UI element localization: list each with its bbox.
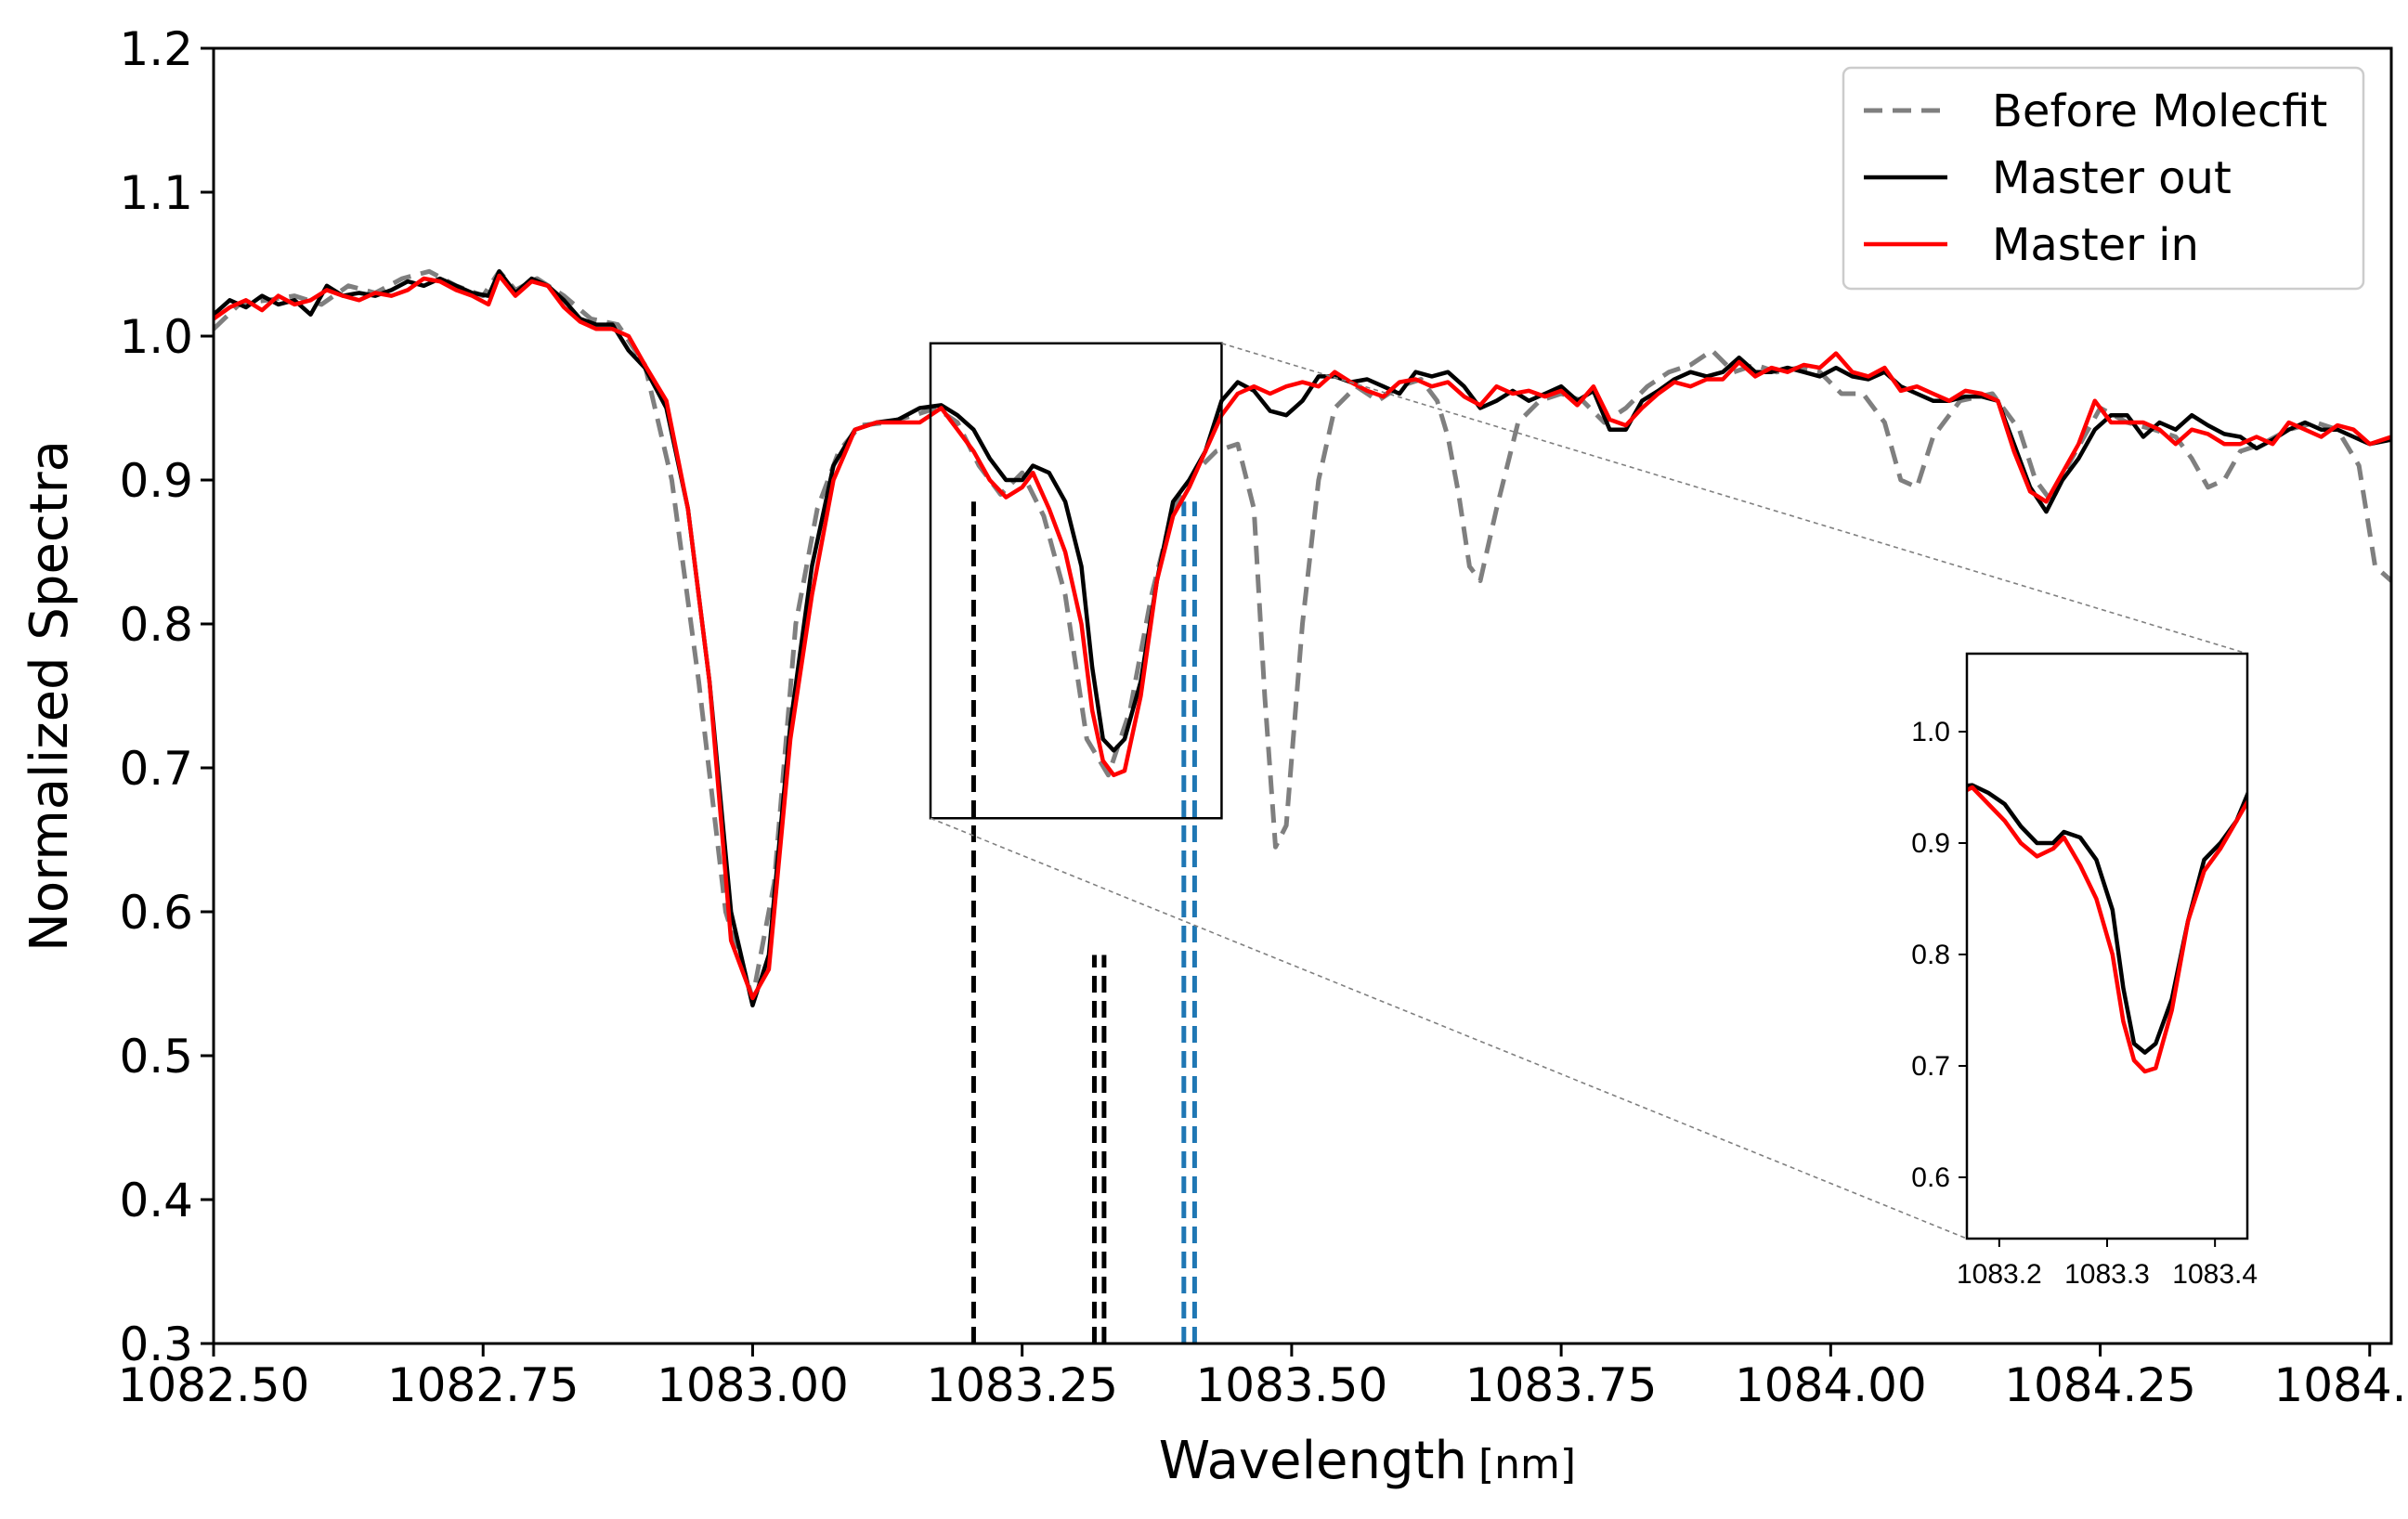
x-tick-label: 1083.25 <box>926 1358 1118 1412</box>
inset-y-tick-label: 1.0 <box>1911 717 1950 747</box>
inset-y-tick-label: 0.6 <box>1911 1162 1950 1193</box>
y-axis-title: Normalized Spectra <box>20 440 80 952</box>
inset-background <box>1967 654 2247 1239</box>
line-markers <box>970 501 1197 1344</box>
plot-frame <box>212 46 2393 1345</box>
inset-x-tick-label: 1083.2 <box>1957 1259 2042 1290</box>
x-tick-label: 1083.50 <box>1196 1358 1388 1412</box>
inset-y-tick-label: 0.9 <box>1911 828 1950 859</box>
zoom-connector <box>1221 342 2248 655</box>
series-group <box>214 268 2391 1008</box>
y-tick-label: 0.4 <box>119 1174 193 1227</box>
x-tick-label: 1082.50 <box>118 1358 310 1412</box>
series-master-in <box>214 273 2391 1001</box>
zoom-connector <box>930 817 1968 1240</box>
y-tick-label: 0.5 <box>119 1030 193 1084</box>
legend: Before Molecfit Master out Master in <box>1842 66 2365 291</box>
main-plot-area: 1082.50 1082.75 1083.00 1083.25 1083.50 1083.… <box>118 22 2408 1412</box>
y-tick-label: 0.9 <box>119 454 193 508</box>
y-tick-label: 0.3 <box>119 1318 193 1371</box>
x-axis-unit: [nm] <box>1478 1441 1576 1488</box>
legend-label: Master out <box>1992 152 2232 204</box>
y-tick-label: 0.7 <box>119 742 193 796</box>
y-tick-label: 0.8 <box>119 598 193 652</box>
y-tick-label: 1.0 <box>119 310 193 364</box>
x-tick-label: 1082.75 <box>387 1358 579 1412</box>
x-tick-label: 1083.75 <box>1465 1358 1658 1412</box>
x-tick-label: 1084.00 <box>1735 1358 1927 1412</box>
x-tick-label: 1084.25 <box>2004 1358 2196 1412</box>
y-tick-label: 1.2 <box>119 22 193 76</box>
inset-x-tick-label: 1083.4 <box>2172 1259 2258 1290</box>
zoom-region-box <box>929 342 1223 820</box>
y-tick-label: 0.6 <box>119 886 193 940</box>
legend-box <box>1842 66 2365 291</box>
inset-y-tick-label: 0.8 <box>1911 940 1950 970</box>
y-tick-label: 1.1 <box>119 166 193 220</box>
inset-plot-area: 1083.2 1083.3 1083.4 0.6 0.7 0.8 0.9 1.0 <box>930 342 2258 1290</box>
x-tick-label: 1084.50 <box>2273 1358 2408 1412</box>
inset-x-tick-label: 1083.3 <box>2064 1259 2150 1290</box>
legend-label: Master in <box>1992 219 2199 271</box>
inset-y-tick-label: 0.7 <box>1911 1051 1950 1082</box>
legend-label: Before Molecfit <box>1992 85 2327 137</box>
x-axis-title: Wavelength <box>1159 1431 1467 1491</box>
x-tick-label: 1083.00 <box>657 1358 849 1412</box>
